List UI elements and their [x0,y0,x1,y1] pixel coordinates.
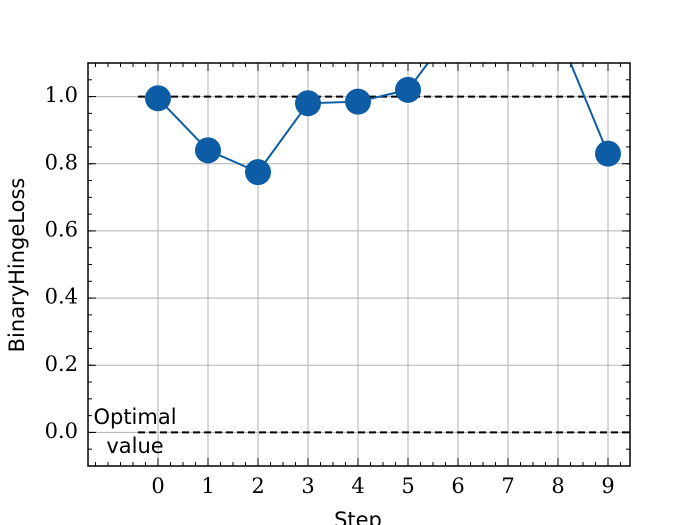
data-point [445,10,471,36]
x-tick-label: 8 [551,474,564,498]
y-tick-label: 0.4 [45,285,78,309]
data-point [295,90,321,117]
x-tick-label: 6 [451,474,464,498]
axes-frame [87,62,631,467]
data-point [245,159,271,186]
x-tick-label: 2 [251,474,264,498]
y-tick-label: 0.0 [45,419,78,443]
data-point [195,137,221,164]
x-tick-label: 0 [151,474,164,498]
x-tick-label: 5 [401,474,414,498]
y-tick-label: 0.2 [45,352,78,376]
x-tick-label: 4 [351,474,364,498]
data-line [157,63,609,174]
data-point [595,140,621,167]
x-tick-label: 9 [601,474,614,498]
annotation: Optimal [93,405,176,429]
x-tick-label: 7 [501,474,514,498]
data-point [145,85,171,112]
x-tick-label: 1 [201,474,214,498]
data-point [495,0,521,9]
annotation: value [106,434,163,458]
y-axis-label: BinaryHingeLoss [5,178,29,353]
y-tick-label: 0.6 [45,217,78,241]
x-tick-label: 3 [301,474,314,498]
data-point [395,76,421,103]
y-tick-label: 0.8 [45,150,78,174]
data-point [345,88,371,115]
y-tick-label: 1.0 [45,83,78,107]
plot-area [145,0,621,186]
data-point [545,20,571,46]
x-axis-label: Step [334,508,382,525]
